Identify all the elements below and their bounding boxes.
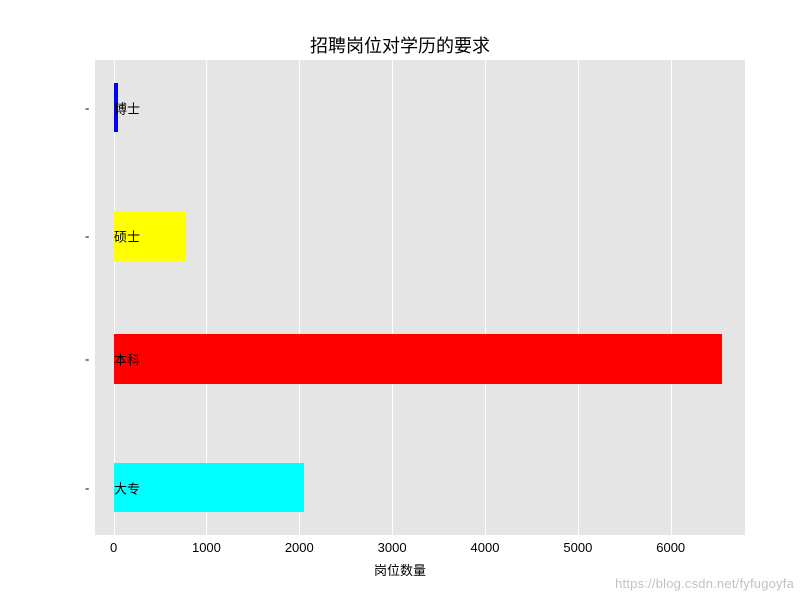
y-tick-label: 博士: [90, 98, 140, 117]
grid-line: [485, 60, 486, 535]
x-tick-label: 5000: [563, 540, 592, 555]
x-tick-label: 3000: [378, 540, 407, 555]
y-tick-mark: -: [85, 228, 89, 243]
watermark-text: https://blog.csdn.net/fyfugoyfa: [615, 576, 794, 591]
y-tick-label: 本科: [90, 350, 140, 369]
y-tick-label: 硕士: [90, 226, 140, 245]
y-tick-mark: -: [85, 480, 89, 495]
bar: [114, 463, 304, 513]
plot-area: [95, 60, 745, 535]
grid-line: [671, 60, 672, 535]
grid-line: [578, 60, 579, 535]
x-tick-label: 1000: [192, 540, 221, 555]
bar: [114, 334, 722, 384]
x-tick-label: 6000: [656, 540, 685, 555]
y-tick-label: 大专: [90, 478, 140, 497]
chart-title: 招聘岗位对学历的要求: [0, 32, 800, 58]
y-tick-mark: -: [85, 100, 89, 115]
x-tick-label: 4000: [471, 540, 500, 555]
x-tick-label: 0: [110, 540, 117, 555]
x-tick-label: 2000: [285, 540, 314, 555]
figure: 招聘岗位对学历的要求 博士-硕士-本科-大专- 0100020003000400…: [0, 0, 800, 597]
y-tick-mark: -: [85, 352, 89, 367]
grid-line: [392, 60, 393, 535]
